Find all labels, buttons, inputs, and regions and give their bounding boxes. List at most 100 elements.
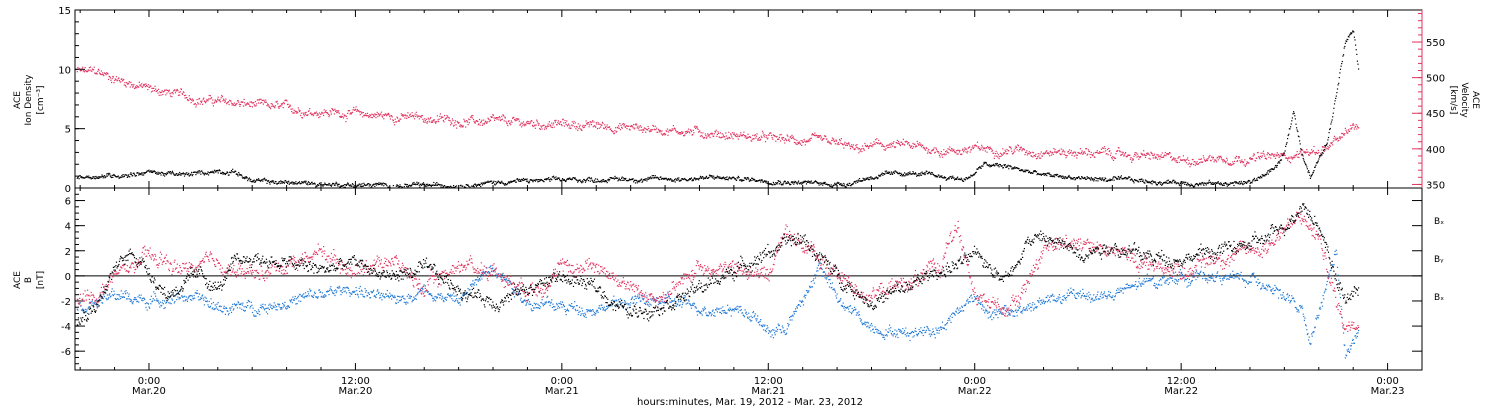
density-series-point [568, 178, 570, 180]
velocity-series-point [1169, 152, 1171, 154]
velocity-series-point [342, 117, 345, 119]
by-series-point [200, 297, 202, 300]
velocity-series-point [1025, 151, 1027, 153]
by-series-point [283, 304, 285, 306]
velocity-series-point [559, 121, 561, 123]
velocity-series-point [88, 67, 90, 69]
velocity-series-point [592, 126, 594, 128]
velocity-series-point [131, 84, 133, 86]
by-series-point [368, 292, 370, 294]
velocity-series-point [212, 105, 214, 107]
density-series-point [594, 181, 596, 183]
density-series-point [255, 180, 257, 182]
velocity-series-point [1146, 152, 1148, 154]
density-series-point [1199, 183, 1201, 185]
density-series-point [896, 172, 898, 174]
density-series-point [708, 174, 711, 176]
by-series-point [223, 307, 225, 309]
by-series-point [238, 303, 240, 306]
by-series-point [320, 291, 322, 293]
velocity-series-point [255, 105, 257, 107]
density-series-point [162, 174, 164, 176]
velocity-series-point [669, 129, 671, 131]
density-series-point [606, 182, 608, 184]
velocity-series-point [1302, 155, 1304, 157]
density-series-point [186, 172, 188, 174]
by-series-point [277, 303, 279, 305]
density-series-point [291, 181, 293, 183]
density-series-point [1138, 181, 1140, 183]
density-series-point [201, 170, 203, 172]
density-series-point [792, 182, 794, 184]
by-series-point [159, 306, 161, 308]
density-series-point [482, 182, 484, 184]
density-series-point [1098, 178, 1100, 180]
velocity-series-point [300, 114, 302, 117]
density-series-point [588, 176, 590, 178]
density-series-point [939, 176, 941, 178]
velocity-series-point [463, 120, 466, 122]
density-series-point [1185, 183, 1187, 186]
density-series-point [801, 182, 803, 184]
density-series-point [542, 180, 544, 182]
by-series-point [236, 307, 239, 309]
velocity-series-point [509, 122, 511, 124]
by-series-point [123, 296, 125, 298]
density-series-point [1051, 175, 1053, 177]
density-series-point [344, 184, 346, 186]
density-series-point [743, 177, 746, 179]
by-series-point [318, 289, 320, 291]
velocity-series-point [937, 151, 939, 153]
velocity-series-point [1308, 154, 1310, 156]
velocity-series-point [1093, 152, 1095, 154]
velocity-series-point [858, 152, 860, 154]
density-series-point [628, 178, 631, 180]
velocity-series-point [655, 129, 657, 131]
velocity-series-point [382, 116, 384, 118]
density-series-point [585, 180, 587, 182]
density-series-point [551, 179, 553, 181]
by-series-point [253, 315, 255, 317]
density-series-point [518, 180, 520, 182]
velocity-series-point [287, 103, 289, 105]
density-series-point [1058, 176, 1060, 178]
by-series-point [170, 303, 172, 305]
velocity-series-point [144, 86, 146, 88]
velocity-series-point [301, 117, 304, 119]
velocity-series-point [521, 122, 523, 124]
density-series-point [241, 176, 243, 178]
velocity-series-point [344, 114, 346, 116]
velocity-series-point [845, 144, 847, 146]
velocity-series-point [168, 91, 170, 93]
density-series-point [980, 167, 982, 169]
density-series-point [465, 186, 467, 188]
velocity-series-point [954, 152, 956, 154]
by-series-point [121, 296, 123, 298]
density-series-point [1146, 181, 1148, 184]
density-series-point [905, 173, 907, 175]
velocity-series-point [1141, 153, 1143, 155]
velocity-series-point [466, 120, 468, 122]
velocity-series-point [1076, 157, 1078, 159]
density-series-point [311, 181, 313, 183]
velocity-series-point [1031, 151, 1033, 153]
velocity-series-point [622, 123, 624, 125]
velocity-series-point [1140, 152, 1142, 154]
velocity-series-point [920, 143, 922, 145]
velocity-series-point [1202, 161, 1204, 163]
density-series-point [650, 178, 652, 180]
by-series-point [90, 301, 92, 303]
by-series-point [110, 295, 112, 297]
density-series-point [646, 178, 649, 180]
velocity-series-point [226, 103, 228, 105]
velocity-series-point [200, 100, 202, 102]
velocity-series-point [411, 112, 413, 114]
density-series-point [722, 177, 724, 180]
velocity-series-point [547, 125, 549, 127]
velocity-series-point [671, 128, 673, 130]
by-series-point [141, 299, 143, 301]
velocity-series-point [641, 129, 643, 131]
density-series-point [209, 171, 211, 173]
density-series-point [587, 180, 590, 182]
density-series-point [1203, 184, 1205, 186]
